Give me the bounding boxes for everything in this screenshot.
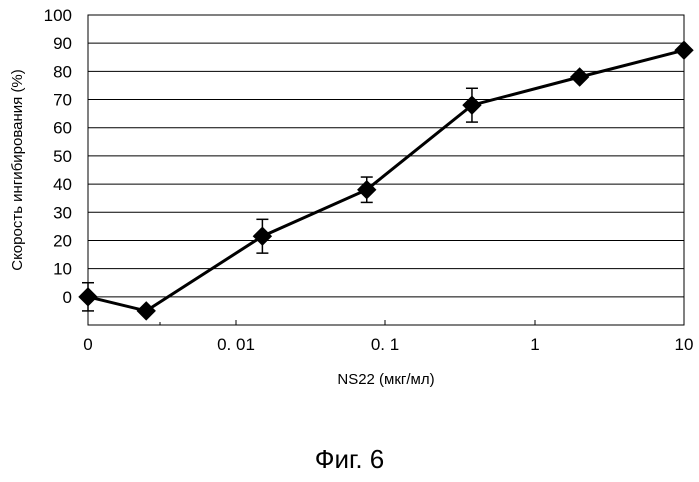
y-tick-label: 30 xyxy=(53,203,72,222)
y-tick-label: 80 xyxy=(53,62,72,81)
y-tick-label: 60 xyxy=(53,119,72,138)
data-point xyxy=(462,95,482,115)
figure-caption: Фиг. 6 xyxy=(314,444,385,474)
y-tick-label: 90 xyxy=(53,34,72,53)
y-tick-label: 70 xyxy=(53,91,72,110)
data-point xyxy=(78,287,98,307)
axes xyxy=(87,14,685,326)
y-tick-label: 10 xyxy=(53,260,72,279)
y-tick-label: 20 xyxy=(53,231,72,250)
x-tick-label: 0. 01 xyxy=(217,335,255,354)
series-line xyxy=(87,48,685,313)
data-point xyxy=(136,301,156,321)
data-point xyxy=(252,226,273,246)
x-tick-label: 0 xyxy=(83,335,92,354)
x-axis-label: NS22 (мкг/мл) xyxy=(337,371,434,388)
y-tick-labels: 0 10 20 30 40 50 60 70 80 90 100 xyxy=(44,6,72,307)
gridlines xyxy=(88,14,684,298)
y-tick-label: 100 xyxy=(44,6,72,25)
x-tick-label: 10 xyxy=(675,335,694,354)
series xyxy=(78,40,694,321)
data-point xyxy=(674,40,694,60)
data-point xyxy=(357,180,377,200)
plot-frame xyxy=(87,14,685,326)
y-tick-label: 50 xyxy=(53,147,72,166)
x-tick-label: 1 xyxy=(530,335,539,354)
x-tick-labels: 0 0. 01 0. 1 1 10 xyxy=(83,335,693,354)
x-tick-label: 0. 1 xyxy=(371,335,399,354)
y-tick-label: 40 xyxy=(53,175,72,194)
y-axis-label: Скорость ингибирования (%) xyxy=(9,69,26,271)
y-tick-label: 0 xyxy=(63,288,72,307)
data-point xyxy=(569,67,590,87)
